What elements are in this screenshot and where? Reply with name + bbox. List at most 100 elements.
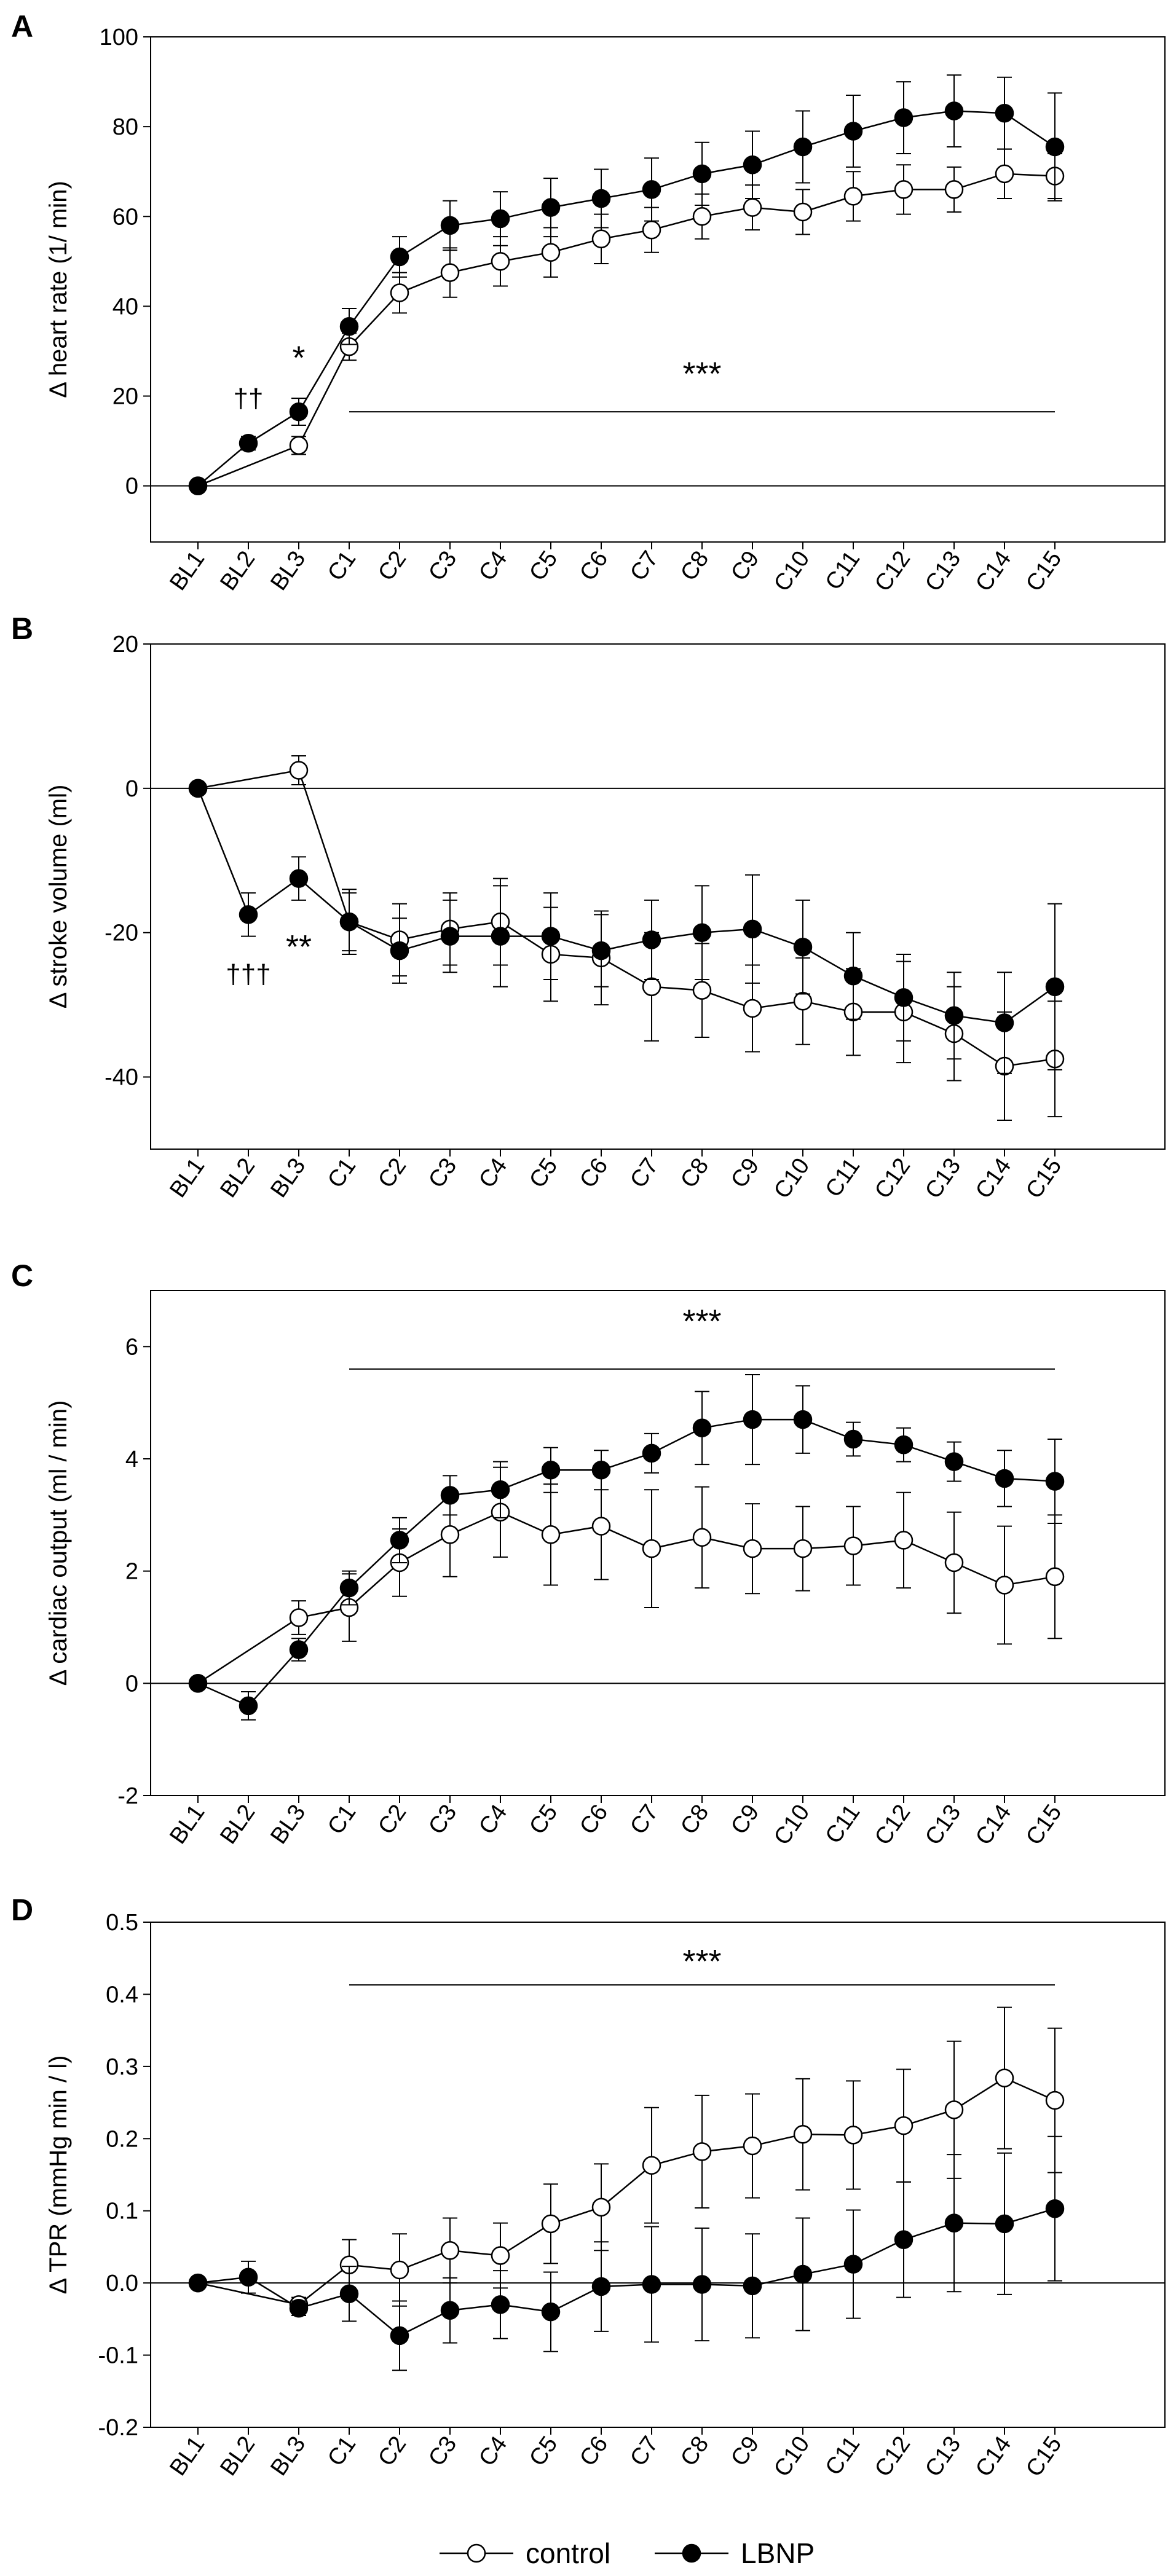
lbnp-point-c9	[743, 155, 762, 175]
lbnp-point-c6	[591, 189, 611, 208]
x-tick-label-c8: C8	[676, 546, 714, 586]
x-tick-label-c7: C7	[625, 546, 663, 586]
x-tick-label-c14: C14	[971, 1800, 1016, 1850]
control-point-c13	[944, 2100, 964, 2119]
control-point-c8	[692, 207, 712, 226]
y-tick-label: 100	[100, 25, 138, 50]
lbnp-point-c13	[944, 101, 964, 120]
x-tick-label-c7: C7	[625, 1800, 663, 1839]
x-tick-label-c14: C14	[971, 1153, 1016, 1203]
x-tick-label-c13: C13	[920, 546, 966, 596]
x-tick-label-bl3: BL3	[266, 2432, 310, 2480]
lbnp-point-c1	[339, 2284, 359, 2304]
lbnp-point-c1	[339, 317, 359, 336]
y-tick-label: 0	[125, 1671, 138, 1697]
lbnp-point-c6	[591, 2277, 611, 2296]
control-point-c5	[541, 243, 561, 262]
y-tick-label: 0.5	[106, 1910, 138, 1936]
lbnp-point-c8	[692, 164, 712, 184]
x-tick-label-c4: C4	[474, 1153, 512, 1193]
control-point-c3	[440, 2241, 460, 2260]
panel-letter-c: C	[11, 1259, 33, 1293]
lbnp-point-c15	[1045, 2199, 1065, 2218]
lbnp-point-c2	[390, 247, 409, 267]
x-tick-label-c9: C9	[726, 546, 764, 586]
control-point-c7	[642, 1539, 661, 1558]
x-tick-label-bl1: BL1	[165, 1153, 210, 1202]
lbnp-point-bl1	[188, 476, 208, 495]
control-point-c15	[1045, 1567, 1065, 1587]
x-tick-label-c3: C3	[424, 1153, 462, 1193]
panel-b-chart: B -40 -20 0 20 Δ stroke volume (ml) BL1 BL2 BL3 C…	[11, 611, 1166, 1203]
control-point-c10	[793, 202, 813, 222]
lbnp-point-c13	[944, 1006, 964, 1026]
lbnp-point-c15	[1045, 977, 1065, 997]
plot-frame	[150, 1922, 1166, 2428]
x-tick-label-c8: C8	[676, 1153, 714, 1193]
lbnp-point-c5	[541, 198, 561, 217]
lbnp-point-c7	[642, 930, 661, 949]
x-tick-label-bl2: BL2	[215, 1800, 260, 1848]
lbnp-point-c13	[944, 2213, 964, 2232]
plot-frame	[150, 36, 1166, 543]
lbnp-point-c7	[642, 180, 661, 199]
lbnp-point-c11	[843, 1429, 863, 1449]
control-point-c5	[541, 2214, 561, 2234]
lbnp-point-c3	[440, 1486, 460, 1505]
lbnp-point-c12	[894, 2230, 913, 2249]
x-tick-label-c6: C6	[575, 1153, 613, 1193]
control-point-bl3	[289, 436, 309, 455]
x-tick-label-c12: C12	[870, 2432, 915, 2481]
lbnp-series-line	[197, 2207, 1056, 2337]
panel-d-chart: D -0.2 -0.1 0.0 0.1 0.2 0.3 0.4 0.5 Δ TPR (mmHg m…	[11, 1893, 1166, 2481]
lbnp-point-c15	[1045, 1472, 1065, 1491]
x-tick-label-c7: C7	[625, 2432, 663, 2471]
lbnp-point-c11	[843, 2255, 863, 2274]
significance-mark: ***	[682, 355, 721, 392]
lbnp-point-c8	[692, 1418, 712, 1438]
lbnp-point-c2	[390, 2326, 409, 2346]
lbnp-point-bl3	[289, 869, 309, 888]
control-point-c12	[894, 180, 913, 199]
x-tick-label-c14: C14	[971, 546, 1016, 596]
x-tick-label-bl1: BL1	[165, 2432, 210, 2480]
x-tick-label-c11: C11	[821, 1153, 866, 1202]
y-tick-label: 20	[112, 632, 138, 658]
x-tick-label-c2: C2	[373, 546, 411, 586]
y-tick-label: 2	[125, 1559, 138, 1585]
control-point-c4	[491, 252, 510, 271]
lbnp-point-c9	[743, 1410, 762, 1429]
y-tick-label: 60	[112, 204, 138, 230]
control-point-c7	[642, 2156, 661, 2175]
lbnp-point-c12	[894, 108, 913, 127]
x-tick-label-c8: C8	[676, 2432, 714, 2471]
y-axis-title: Δ stroke volume (ml)	[45, 785, 72, 1009]
y-axis-title: Δ heart rate (1/ min)	[45, 181, 72, 398]
x-tick-label-c5: C5	[524, 1153, 562, 1193]
control-point-c13	[944, 1553, 964, 1573]
y-tick-label: 0	[125, 776, 138, 802]
control-point-c12	[894, 2116, 913, 2135]
lbnp-point-c2	[390, 1531, 409, 1550]
control-point-c11	[843, 187, 863, 206]
legend: control LBNP	[440, 2537, 815, 2569]
x-tick-label-c3: C3	[424, 2432, 462, 2471]
control-series-line	[197, 173, 1056, 487]
significance-mark: *	[292, 340, 305, 377]
control-point-c9	[743, 198, 762, 217]
lbnp-point-bl2	[239, 2268, 258, 2287]
x-tick-label-c13: C13	[920, 2432, 966, 2481]
x-tick-label-c11: C11	[821, 1800, 866, 1848]
lbnp-point-c10	[793, 137, 813, 157]
y-tick-label: 0.3	[106, 2054, 138, 2080]
y-tick-label: 0	[125, 474, 138, 500]
y-axis-title: Δ cardiac output (ml / min)	[45, 1400, 72, 1686]
x-tick-label-c11: C11	[821, 2432, 866, 2480]
lbnp-point-c6	[591, 941, 611, 960]
x-tick-label-bl1: BL1	[165, 1800, 210, 1848]
y-tick-label: 20	[112, 384, 138, 410]
y-tick-label: 80	[112, 114, 138, 140]
control-point-c7	[642, 220, 661, 240]
lbnp-point-c7	[642, 1443, 661, 1463]
x-tick-label-c5: C5	[524, 1800, 562, 1839]
